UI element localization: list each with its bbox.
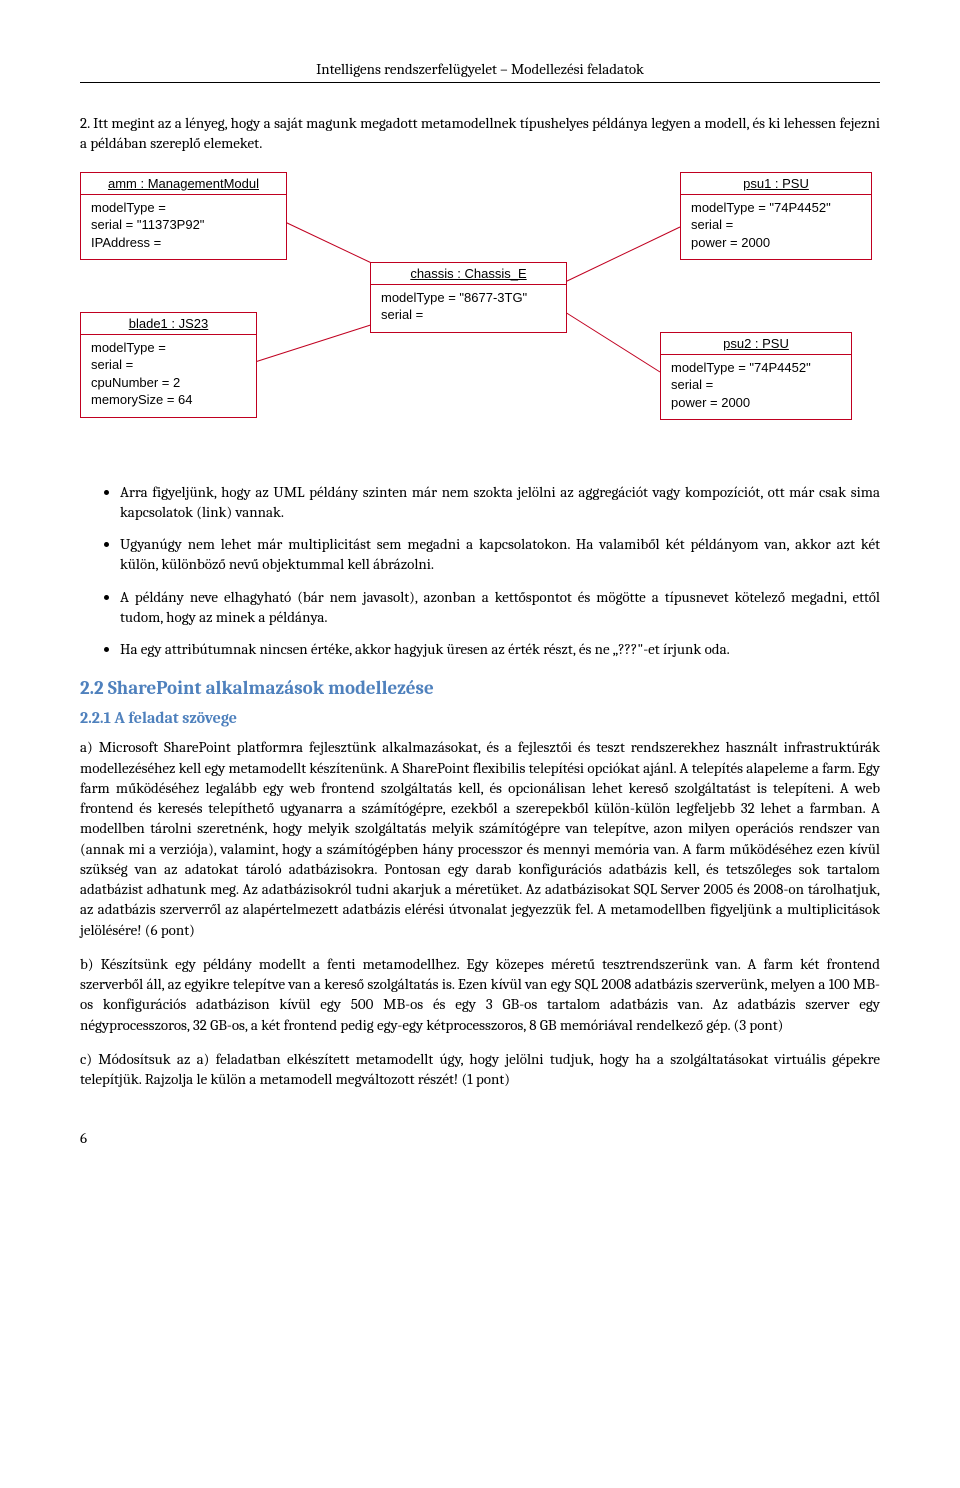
uml-attr: modelType = "74P4452" xyxy=(691,199,861,217)
uml-box-amm: amm : ManagementModulmodelType =serial =… xyxy=(80,172,287,261)
uml-box-body: modelType = "8677-3TG"serial = xyxy=(371,285,566,332)
uml-attr: modelType = "74P4452" xyxy=(671,359,841,377)
paragraph-b: b) Készítsünk egy példány modellt a fent… xyxy=(80,954,880,1035)
bullet-list: Arra figyeljünk, hogy az UML példány szi… xyxy=(80,482,880,660)
uml-attr: power = 2000 xyxy=(691,234,861,252)
uml-attr: serial = xyxy=(91,356,246,374)
uml-diagram: amm : ManagementModulmodelType =serial =… xyxy=(80,172,880,452)
uml-box-title: psu1 : PSU xyxy=(681,173,871,195)
page: Intelligens rendszerfelügyelet – Modelle… xyxy=(0,0,960,1187)
uml-box-body: modelType =serial = "11373P92"IPAddress … xyxy=(81,195,286,260)
uml-attr: modelType = xyxy=(91,199,276,217)
uml-attr: serial = xyxy=(381,306,556,324)
bullet-item: Arra figyeljünk, hogy az UML példány szi… xyxy=(120,482,880,523)
bullet-item: A példány neve elhagyható (bár nem javas… xyxy=(120,587,880,628)
uml-attr: power = 2000 xyxy=(671,394,841,412)
page-number: 6 xyxy=(80,1129,880,1147)
bullet-item: Ha egy attribútumnak nincsen értéke, akk… xyxy=(120,639,880,659)
page-header: Intelligens rendszerfelügyelet – Modelle… xyxy=(80,60,880,83)
uml-attr: memorySize = 64 xyxy=(91,391,246,409)
intro-paragraph: 2. Itt megint az a lényeg, hogy a saját … xyxy=(80,113,880,154)
uml-box-title: psu2 : PSU xyxy=(661,333,851,355)
paragraph-c: c) Módosítsuk az a) feladatban elkészíte… xyxy=(80,1049,880,1090)
uml-box-body: modelType =serial =cpuNumber = 2memorySi… xyxy=(81,335,256,417)
paragraph-a: a) Microsoft SharePoint platformra fejle… xyxy=(80,737,880,940)
uml-attr: serial = xyxy=(671,376,841,394)
heading-3: 2.2.1 A feladat szövege xyxy=(80,709,880,727)
uml-box-blade1: blade1 : JS23modelType =serial =cpuNumbe… xyxy=(80,312,257,418)
uml-attr: cpuNumber = 2 xyxy=(91,374,246,392)
uml-attr: serial = "11373P92" xyxy=(91,216,276,234)
uml-box-psu2: psu2 : PSUmodelType = "74P4452"serial =p… xyxy=(660,332,852,421)
uml-box-title: blade1 : JS23 xyxy=(81,313,256,335)
uml-attr: serial = xyxy=(691,216,861,234)
uml-attr: IPAddress = xyxy=(91,234,276,252)
uml-attr: modelType = "8677-3TG" xyxy=(381,289,556,307)
uml-box-chassis: chassis : Chassis_EmodelType = "8677-3TG… xyxy=(370,262,567,333)
uml-box-psu1: psu1 : PSUmodelType = "74P4452"serial =p… xyxy=(680,172,872,261)
uml-box-title: chassis : Chassis_E xyxy=(371,263,566,285)
bullet-item: Ugyanúgy nem lehet már multiplicitást se… xyxy=(120,534,880,575)
uml-attr: modelType = xyxy=(91,339,246,357)
uml-box-body: modelType = "74P4452"serial =power = 200… xyxy=(681,195,871,260)
uml-box-title: amm : ManagementModul xyxy=(81,173,286,195)
heading-2: 2.2 SharePoint alkalmazások modellezése xyxy=(80,677,880,699)
uml-box-body: modelType = "74P4452"serial =power = 200… xyxy=(661,355,851,420)
